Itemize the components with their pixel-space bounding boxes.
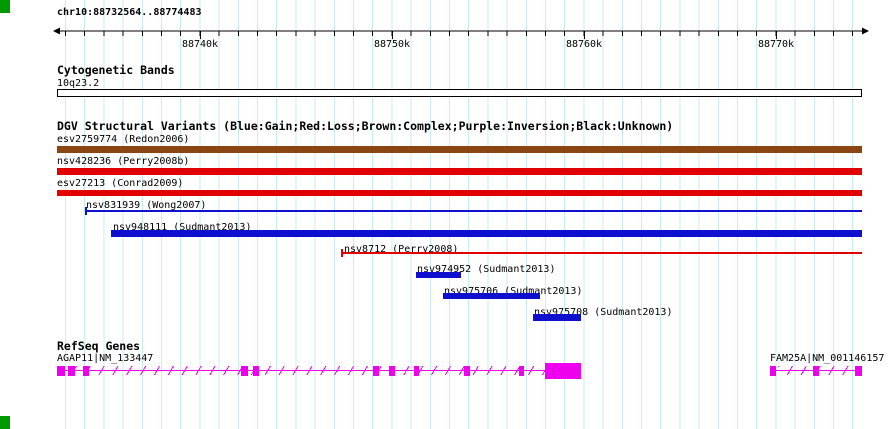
ruler-tick-label: 88770k xyxy=(757,39,795,50)
variant-label-nsv831939: nsv831939 (Wong2007) xyxy=(86,200,207,211)
variant-bar-nsv974952[interactable] xyxy=(416,272,461,278)
cytoband-box[interactable] xyxy=(57,89,862,97)
variant-line-nsv8712[interactable] xyxy=(341,252,862,254)
ruler-left-arrow-icon xyxy=(53,27,60,35)
ruler-minor-ticks xyxy=(65,31,857,36)
cytobands-header: Cytogenetic Bands xyxy=(57,63,175,77)
variant-label-nsv974952: nsv974952 (Sudmant2013) xyxy=(417,264,556,275)
gene-terminal-exon-agap11[interactable] xyxy=(545,363,581,379)
ruler-tick-label: 88760k xyxy=(565,39,603,50)
ruler-tick-label: 88740k xyxy=(181,39,219,50)
gene-exon[interactable] xyxy=(414,366,419,376)
variant-line-nsv831939[interactable] xyxy=(85,210,862,212)
gene-exon[interactable] xyxy=(519,366,524,376)
gridlines xyxy=(65,0,857,429)
variant-bar-nsv975708[interactable] xyxy=(533,314,581,321)
gene-exon[interactable] xyxy=(813,366,819,376)
gene-exon[interactable] xyxy=(389,366,395,376)
variant-label-nsv428236: nsv428236 (Perry2008b) xyxy=(57,156,190,167)
gene-intron-hatch-agap11 xyxy=(62,366,578,375)
region-position-label: chr10:88732564..88774483 xyxy=(57,7,202,18)
ruler-major-tick xyxy=(392,31,393,39)
variant-bar-nsv948111[interactable] xyxy=(111,230,862,237)
ruler-major-tick xyxy=(776,31,777,39)
gene-exon[interactable] xyxy=(57,366,65,376)
variant-label-esv2759774: esv2759774 (Redon2006) xyxy=(57,134,190,145)
gene-exon[interactable] xyxy=(373,366,379,376)
gene-label-fam25a: FAM25A|NM_001146157 xyxy=(770,353,885,364)
ruler-major-tick xyxy=(200,31,201,39)
variant-label-nsv975708: nsv975708 (Sudmant2013) xyxy=(534,307,673,318)
ruler-right-arrow-icon xyxy=(862,27,869,35)
gene-exon[interactable] xyxy=(241,366,248,376)
gene-exon[interactable] xyxy=(83,366,89,376)
ruler-major-tick xyxy=(584,31,585,39)
gene-exon[interactable] xyxy=(253,366,259,376)
gene-exon[interactable] xyxy=(770,366,776,376)
variant-label-nsv948111: nsv948111 (Sudmant2013) xyxy=(113,222,252,233)
variant-label-nsv8712: nsv8712 (Perry2008) xyxy=(344,244,459,255)
variant-bar-esv2759774[interactable] xyxy=(57,146,862,153)
gene-exon[interactable] xyxy=(464,366,470,376)
refseq-header: RefSeq Genes xyxy=(57,339,141,353)
gene-exon[interactable] xyxy=(855,366,862,376)
corner-marker-top xyxy=(0,0,10,13)
dgv-header: DGV Structural Variants (Blue:Gain;Red:L… xyxy=(57,119,674,133)
gene-exon[interactable] xyxy=(68,366,75,376)
variant-bar-esv27213[interactable] xyxy=(57,190,862,196)
corner-marker-bottom xyxy=(0,416,10,429)
variant-bar-nsv428236[interactable] xyxy=(57,168,862,175)
variant-label-esv27213: esv27213 (Conrad2009) xyxy=(57,178,184,189)
variant-bar-nsv975706[interactable] xyxy=(443,293,540,299)
gene-label-agap11: AGAP11|NM_133447 xyxy=(57,353,154,364)
variant-label-nsv975706: nsv975706 (Sudmant2013) xyxy=(444,286,583,297)
cytoband-name: 10q23.2 xyxy=(57,78,100,89)
ruler-tick-label: 88750k xyxy=(373,39,411,50)
